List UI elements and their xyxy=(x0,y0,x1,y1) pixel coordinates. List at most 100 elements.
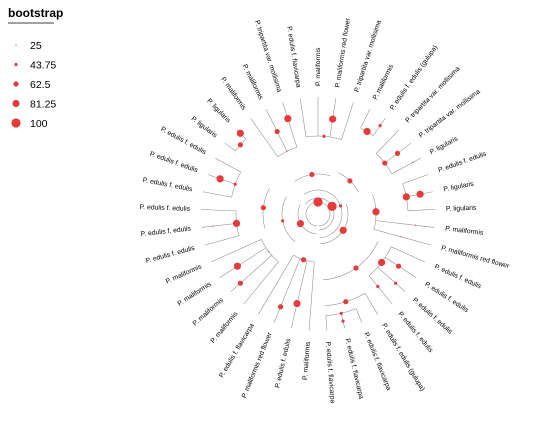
tree-tip-branch xyxy=(377,267,406,293)
tip-label: P. tripartita var. mollisima xyxy=(354,19,383,93)
bootstrap-node xyxy=(284,115,292,123)
legend-swatch xyxy=(12,99,20,108)
bootstrap-node xyxy=(293,299,301,308)
tip-label: P. ligularis xyxy=(446,205,477,213)
bootstrap-node xyxy=(412,161,414,164)
tip-label: P. maliformis xyxy=(165,263,203,285)
tree-tip-branch xyxy=(215,157,241,173)
legend-label: 62.5 xyxy=(30,79,51,91)
bootstrap-node xyxy=(353,265,359,271)
bootstrap-node xyxy=(286,150,288,152)
tip-label: P. ligularis xyxy=(443,181,475,194)
bootstrap-node xyxy=(339,226,347,234)
tree-tip-branch xyxy=(243,261,279,305)
tip-label: P. edulis f. flavicarpa xyxy=(343,338,364,400)
legend-title: bootstrap xyxy=(8,6,63,20)
bootstrap-node xyxy=(329,115,337,123)
tree-tip-branch xyxy=(219,247,267,278)
bootstrap-node xyxy=(233,262,242,270)
tip-label: P. edulis f. edulis xyxy=(159,126,207,157)
bootstrap-node xyxy=(237,280,243,286)
tip-label: P. ligularis xyxy=(429,135,460,156)
bootstrap-node xyxy=(237,142,243,148)
legend-swatch xyxy=(13,81,19,87)
bootstrap-node xyxy=(322,134,326,138)
tip-label: P. ligularis xyxy=(190,115,219,139)
tree-tip-branch xyxy=(274,258,301,323)
tree-tip-branch xyxy=(230,255,272,293)
tip-label: P. edulis f. edulis xyxy=(142,177,194,194)
tree-tip-branch xyxy=(375,220,435,228)
tip-label: P. maliformis xyxy=(210,310,240,345)
bootstrap-legend: bootstrap 25 43.75 62.5 81.25 100 xyxy=(8,6,63,130)
bootstrap-node xyxy=(313,197,323,207)
bootstrap-node xyxy=(341,319,345,323)
bootstrap-node xyxy=(378,258,386,267)
tip-label: P. maliformis xyxy=(315,47,322,86)
tip-label: P. edulis f. edulis xyxy=(274,337,292,388)
tip-label: P. edulis f. edulis xyxy=(149,151,199,175)
tree-tip-branch xyxy=(402,174,429,184)
legend-label: 43.75 xyxy=(30,60,56,72)
tree-tip-branch xyxy=(299,98,307,137)
tree-tip-branch xyxy=(308,261,315,331)
tree-tip-branch xyxy=(364,292,379,315)
tree-tip-branch xyxy=(205,235,240,246)
tip-label: P. maliformis xyxy=(241,63,265,101)
tree-tip-branch xyxy=(201,209,237,212)
tree-arc-branch xyxy=(261,239,279,263)
legend-label: 81.25 xyxy=(30,99,56,111)
bootstrap-node xyxy=(347,178,353,184)
bootstrap-node xyxy=(274,128,280,135)
bootstrap-node xyxy=(402,193,410,201)
tip-label: P. tripartita var. mollisima xyxy=(253,19,282,93)
bootstrap-nodes xyxy=(212,115,424,323)
bootstrap-node xyxy=(416,190,424,198)
legend-swatch xyxy=(11,118,21,128)
bootstrap-node xyxy=(394,150,401,156)
tree-arc-branch xyxy=(323,240,379,281)
bootstrap-node xyxy=(232,219,241,227)
legend-swatch xyxy=(15,44,17,46)
circular-tree: P. maliformis P. edulis f. edulis P. malif… xyxy=(139,17,510,404)
tree-tip-branch xyxy=(291,260,308,328)
tip-label: P. maliformis xyxy=(177,281,214,308)
legend-swatch xyxy=(14,62,18,67)
tree-tip-branch xyxy=(376,129,400,154)
tree-tip-branch xyxy=(360,109,371,129)
tree-tip-branch xyxy=(391,157,421,175)
bootstrap-node xyxy=(414,224,416,226)
bootstrap-node xyxy=(216,175,224,183)
bootstrap-node xyxy=(278,304,284,310)
tip-label: P. edulis f. edulis xyxy=(437,150,487,174)
tip-label: P. edulis f. flavicarpa xyxy=(362,332,392,392)
tree-tip-branch xyxy=(407,209,435,211)
tip-labels: P. maliformis P. edulis f. edulis P. malif… xyxy=(139,17,510,404)
tree-tip-branch xyxy=(355,308,362,323)
tree-tip-branch xyxy=(390,246,425,263)
bootstrap-node xyxy=(394,281,398,285)
tree-arc-branch xyxy=(304,189,343,239)
bootstrap-node xyxy=(378,124,382,128)
tree-tip-branch xyxy=(341,102,354,140)
bootstrap-node xyxy=(327,201,337,211)
bootstrap-node xyxy=(363,127,371,136)
bootstrap-node xyxy=(339,311,343,315)
legend-label: 25 xyxy=(30,40,42,52)
tree-tip-branch xyxy=(368,275,393,305)
tip-label: P. maliformis xyxy=(219,76,247,112)
tree-tip-branch xyxy=(201,223,237,228)
bootstrap-node xyxy=(338,204,343,208)
tip-label: P. edulis f. edulis (gulupa) xyxy=(389,44,439,111)
bootstrap-node xyxy=(372,208,380,216)
bootstrap-node xyxy=(236,129,244,137)
bootstrap-node xyxy=(343,299,349,305)
bootstrap-node xyxy=(212,225,214,227)
bootstrap-node xyxy=(395,263,402,269)
tip-label: P. maliformis xyxy=(372,63,396,101)
tree-tip-branch xyxy=(373,229,431,246)
tree-tip-branch xyxy=(250,118,278,157)
tip-label: P. edulis f. edulis xyxy=(433,263,482,290)
tip-label: P. maliformis xyxy=(302,341,312,380)
tree-tip-branch xyxy=(325,315,328,331)
